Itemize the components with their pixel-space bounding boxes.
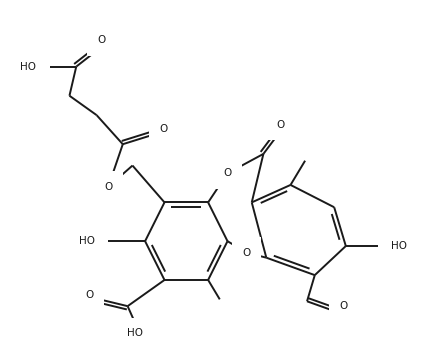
Text: O: O [86,290,94,299]
Text: O: O [243,248,251,258]
Text: O: O [277,120,285,130]
Text: O: O [340,301,348,311]
Text: HO: HO [79,236,95,246]
Text: O: O [159,124,167,134]
Text: HO: HO [391,241,407,251]
Text: HO: HO [127,328,143,338]
Text: HO: HO [20,62,36,72]
Text: O: O [223,168,232,178]
Text: O: O [98,35,106,45]
Text: O: O [104,182,112,192]
